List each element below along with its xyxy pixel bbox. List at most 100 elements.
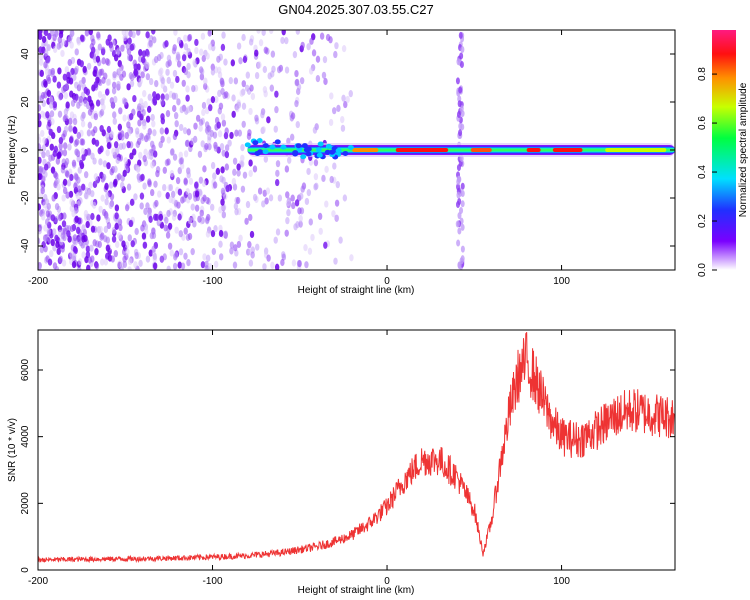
noise-speckle: [176, 60, 182, 68]
interference-speckle: [456, 191, 461, 199]
noise-speckle: [165, 60, 170, 68]
noise-speckle: [124, 204, 130, 212]
noise-speckle: [142, 182, 147, 190]
noise-speckle: [108, 181, 114, 189]
noise-speckle: [231, 177, 237, 186]
noise-speckle: [186, 71, 191, 79]
noise-speckle: [244, 217, 249, 225]
noise-speckle: [38, 53, 44, 61]
noise-speckle: [127, 234, 132, 242]
noise-speckle: [336, 104, 341, 113]
noise-speckle: [73, 126, 78, 135]
noise-speckle: [40, 91, 46, 100]
noise-speckle: [114, 204, 120, 212]
noise-speckle: [129, 80, 135, 88]
noise-speckle: [209, 203, 215, 211]
noise-speckle: [242, 55, 248, 64]
noise-speckle: [232, 261, 238, 269]
colorbar: 0.0 0.2 0.4 0.6 0.8 Normalized spectral ampl…: [697, 30, 749, 277]
noise-speckle: [79, 60, 84, 68]
noise-speckle: [234, 129, 239, 137]
noise-speckle: [292, 51, 298, 59]
noise-speckle: [98, 225, 103, 234]
interference-speckle: [460, 245, 465, 253]
noise-speckle: [40, 187, 45, 195]
noise-speckle: [84, 30, 90, 37]
noise-speckle: [183, 150, 189, 158]
noise-speckle: [108, 201, 113, 210]
noise-speckle: [38, 172, 42, 181]
noise-speckle: [308, 67, 314, 75]
noise-speckle: [335, 181, 340, 189]
noise-speckle: [62, 73, 68, 81]
noise-speckle: [138, 49, 143, 57]
noise-speckle: [261, 200, 266, 208]
noise-speckle: [162, 166, 167, 174]
noise-speckle: [57, 214, 63, 222]
noise-speckle: [332, 162, 337, 170]
interference-speckle: [458, 129, 463, 137]
noise-speckle: [194, 181, 199, 189]
noise-speckle: [181, 195, 187, 203]
noise-speckle: [93, 173, 99, 181]
noise-speckle: [221, 31, 226, 39]
noise-speckle: [153, 150, 158, 158]
noise-speckle: [124, 241, 130, 249]
noise-speckle: [121, 142, 126, 150]
noise-speckle: [254, 49, 259, 57]
noise-speckle: [87, 189, 92, 197]
noise-speckle: [139, 132, 144, 140]
noise-speckle: [218, 206, 223, 214]
noise-speckle: [43, 30, 49, 37]
noise-speckle: [52, 149, 58, 158]
noise-speckle: [83, 86, 89, 94]
noise-speckle: [184, 139, 190, 148]
noise-speckle: [152, 252, 157, 261]
noise-speckle: [214, 95, 219, 104]
noise-speckle: [190, 137, 195, 146]
noise-speckle: [200, 140, 205, 148]
noise-speckle: [101, 173, 107, 181]
noise-speckle: [43, 224, 48, 232]
noise-speckle: [140, 56, 146, 64]
noise-speckle: [129, 113, 134, 121]
noise-speckle: [205, 52, 210, 60]
noise-speckle: [134, 127, 140, 135]
noise-speckle: [152, 91, 157, 99]
noise-speckle: [47, 258, 53, 266]
carrier-blob: [317, 141, 324, 147]
noise-speckle: [76, 131, 82, 140]
interference-speckle: [457, 227, 462, 235]
noise-speckle: [127, 37, 132, 45]
noise-speckle: [140, 102, 145, 110]
noise-speckle: [312, 126, 318, 134]
noise-speckle: [152, 96, 157, 104]
noise-speckle: [191, 213, 196, 221]
noise-speckle: [145, 132, 151, 140]
noise-speckle: [101, 57, 106, 65]
colorbar-scale: [712, 30, 736, 270]
noise-speckle: [332, 107, 337, 115]
noise-speckle: [176, 98, 181, 106]
noise-speckle: [324, 165, 329, 173]
noise-speckle: [76, 101, 81, 109]
noise-speckle: [56, 183, 61, 191]
noise-speckle: [100, 46, 106, 54]
noise-speckle: [133, 63, 138, 71]
noise-speckle: [138, 77, 143, 85]
noise-speckle: [236, 101, 242, 109]
noise-speckle: [115, 156, 120, 165]
noise-speckle: [129, 43, 135, 51]
noise-speckle: [121, 70, 127, 78]
noise-speckle: [64, 66, 70, 74]
noise-speckle: [106, 125, 112, 134]
noise-speckle: [89, 244, 94, 252]
noise-speckle: [65, 101, 70, 109]
noise-speckle: [166, 158, 171, 166]
noise-speckle: [105, 78, 111, 86]
noise-speckle: [111, 235, 117, 243]
noise-speckle: [244, 84, 250, 92]
noise-speckle: [105, 236, 110, 244]
